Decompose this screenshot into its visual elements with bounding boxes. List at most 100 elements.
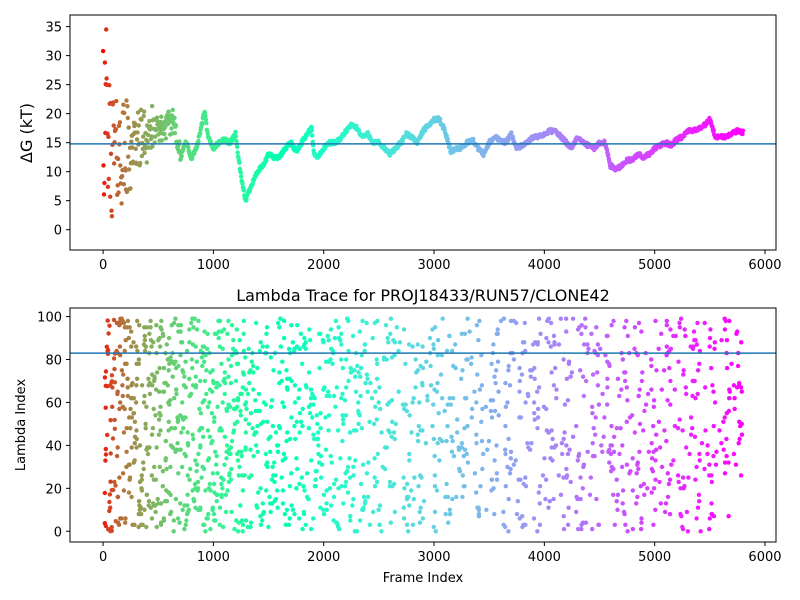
lambda-point <box>646 449 651 454</box>
lambda-point <box>173 359 178 364</box>
lambda-point <box>300 423 305 429</box>
lambda-point <box>420 383 425 388</box>
lambda-point <box>124 361 129 366</box>
lambda-point <box>688 415 694 420</box>
lambda-point <box>671 458 676 463</box>
lambda-point <box>453 365 458 371</box>
lambda-point <box>407 503 412 508</box>
lambda-point <box>677 417 682 422</box>
lambda-point <box>322 385 327 390</box>
lambda-point <box>115 494 120 500</box>
lambda-point <box>102 375 108 380</box>
lambda-point <box>379 430 384 435</box>
lambda-point <box>129 329 134 334</box>
lambda-point <box>284 507 290 512</box>
lambda-point <box>280 488 286 493</box>
lambda-point <box>529 441 534 446</box>
lambda-point <box>228 445 234 450</box>
lambda-point <box>298 331 304 336</box>
lambda-point <box>226 357 231 362</box>
lambda-point <box>417 509 422 515</box>
lambda-point <box>492 408 498 414</box>
lambda-point <box>190 432 195 437</box>
delta-g-point <box>139 117 144 122</box>
lambda-point <box>148 318 153 324</box>
lambda-point <box>332 481 337 487</box>
lambda-point <box>556 473 561 478</box>
top-y-tick-label: 10 <box>45 166 62 181</box>
lambda-point <box>493 380 498 386</box>
lambda-point <box>307 411 313 416</box>
lambda-point <box>565 522 571 527</box>
lambda-point <box>449 449 455 454</box>
lambda-point <box>143 421 148 427</box>
lambda-point <box>281 318 287 324</box>
lambda-point <box>624 462 630 467</box>
lambda-point <box>126 335 131 341</box>
lambda-point <box>697 361 702 366</box>
lambda-point <box>653 318 658 324</box>
bottom-x-tick-label: 2000 <box>307 550 340 565</box>
lambda-point <box>187 340 192 345</box>
lambda-point <box>705 451 710 457</box>
delta-g-point <box>172 115 177 121</box>
lambda-point <box>183 385 188 390</box>
delta-g-point <box>102 180 107 186</box>
lambda-point <box>580 374 586 379</box>
lambda-point <box>345 490 351 495</box>
lambda-point <box>131 411 136 416</box>
lambda-point <box>431 402 436 407</box>
lambda-point <box>351 496 356 502</box>
lambda-point <box>465 423 470 429</box>
lambda-point <box>480 406 485 412</box>
lambda-point <box>209 441 214 446</box>
lambda-point <box>614 499 619 504</box>
lambda-point <box>535 415 541 420</box>
lambda-point <box>221 378 226 384</box>
lambda-point <box>176 471 181 476</box>
lambda-point <box>292 423 297 429</box>
lambda-point <box>306 426 312 431</box>
lambda-point <box>149 432 155 437</box>
lambda-point <box>125 318 131 324</box>
lambda-point <box>164 342 169 347</box>
lambda-point <box>329 503 334 508</box>
delta-g-point <box>122 110 127 116</box>
lambda-point <box>219 428 224 433</box>
lambda-point <box>675 426 681 431</box>
lambda-point <box>307 338 313 343</box>
lambda-point <box>693 477 698 482</box>
lambda-point <box>115 391 120 397</box>
lambda-point <box>384 357 389 362</box>
lambda-point <box>373 404 378 409</box>
lambda-point <box>635 494 640 500</box>
lambda-point <box>620 501 625 506</box>
lambda-point <box>454 494 459 500</box>
lambda-point <box>105 318 110 323</box>
lambda-point <box>264 325 270 330</box>
lambda-point <box>364 320 369 326</box>
delta-g-point <box>169 126 174 131</box>
delta-g-point <box>244 197 249 202</box>
lambda-point <box>383 323 389 328</box>
lambda-point <box>459 445 464 450</box>
lambda-point <box>118 400 123 405</box>
lambda-point <box>289 415 294 420</box>
lambda-point <box>520 514 525 519</box>
lambda-point <box>467 329 472 334</box>
lambda-point <box>444 438 449 444</box>
lambda-point <box>323 415 328 420</box>
lambda-point <box>154 370 160 375</box>
lambda-point <box>425 398 430 403</box>
lambda-point <box>138 511 144 517</box>
lambda-point <box>249 359 254 364</box>
lambda-point <box>605 376 610 381</box>
top-y-tick-label: 0 <box>54 224 62 239</box>
lambda-point <box>128 406 133 412</box>
lambda-point <box>210 507 215 512</box>
lambda-point <box>140 522 145 527</box>
lambda-point <box>280 400 285 405</box>
lambda-point <box>719 338 724 343</box>
lambda-point <box>225 331 230 336</box>
lambda-point <box>657 445 663 450</box>
